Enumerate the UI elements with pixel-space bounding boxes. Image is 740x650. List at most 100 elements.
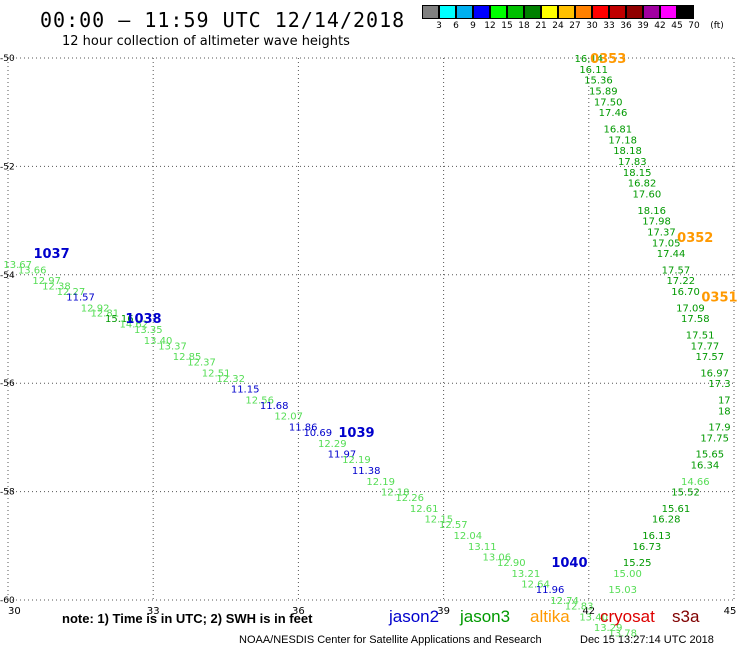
data-point-label: 17.18 (608, 135, 637, 146)
data-point-label: 17 (718, 395, 731, 406)
chart-subtitle: 12 hour collection of altimeter wave hei… (62, 34, 350, 49)
legend-swatch (541, 5, 558, 19)
data-point-label: 12.19 (366, 477, 395, 488)
data-point-label: 13.35 (134, 325, 163, 336)
footer-note: note: 1) Time is in UTC; 2) SWH is in fe… (62, 611, 313, 626)
data-point-label: 16.14 (574, 54, 603, 65)
legend-swatch (677, 5, 694, 19)
data-point-label: 13.66 (18, 265, 47, 276)
y-tick-label: -60 (0, 596, 15, 606)
legend-label: 30 (586, 21, 598, 31)
x-tick-label: 39 (437, 606, 450, 617)
data-point-label: 13.29 (594, 623, 623, 634)
data-point-label: 16.70 (671, 287, 700, 298)
legend-swatch (422, 5, 439, 19)
satellite-label-s3a: s3a (672, 607, 700, 626)
data-point-label: 18.15 (623, 168, 652, 179)
legend-label: 27 (569, 21, 581, 31)
pass-time-label: 0353 (590, 52, 626, 67)
data-point-label: 13.11 (468, 542, 497, 553)
data-point-label: 12.97 (32, 276, 61, 287)
x-tick-label: 36 (292, 606, 305, 617)
y-tick-label: -58 (0, 488, 15, 498)
legend-label: 21 (535, 21, 547, 31)
pass-time-label: 1037 (33, 247, 69, 262)
data-point-label: 15.89 (589, 87, 618, 98)
legend-label: 15 (501, 21, 513, 31)
data-point-label: 13.21 (512, 569, 541, 580)
data-point-label: 16.28 (652, 515, 681, 526)
pass-time-label: 1040 (551, 556, 587, 571)
y-tick-label: -52 (0, 162, 15, 172)
data-point-label: 12.27 (57, 287, 86, 298)
legend-swatch (524, 5, 541, 19)
data-point-label: 12.19 (342, 455, 371, 466)
data-point-label: 10.69 (303, 428, 332, 439)
data-point-label: 15.16 (105, 314, 134, 325)
footer-timestamp: Dec 15 13:27:14 UTC 2018 (580, 634, 714, 646)
data-point-label: 15.65 (695, 450, 724, 461)
legend-label: 12 (484, 21, 496, 31)
satellite-label-cryosat: cryosat (600, 607, 655, 626)
color-legend: 3 6 9 12 15 18 21 24 27 30 33 36 39 42 45 70 (ft) (422, 5, 740, 31)
data-point-label: 12.57 (439, 520, 468, 531)
legend-swatches (422, 5, 740, 19)
data-point-label: 12.29 (318, 439, 347, 450)
data-point-label: 11.86 (289, 423, 318, 434)
x-tick-label: 33 (147, 606, 160, 617)
legend-labels: 3 6 9 12 15 18 21 24 27 30 33 36 39 42 45 70 (ft) (422, 19, 740, 31)
data-point-label: 17.37 (647, 227, 676, 238)
data-point-label: 11.15 (231, 385, 260, 396)
data-point-label: 12.90 (497, 558, 526, 569)
legend-label: 36 (620, 21, 632, 31)
data-point-label: 17.51 (686, 330, 715, 341)
data-point-label: 15.61 (662, 504, 691, 515)
data-point-label: 12.32 (216, 374, 245, 385)
data-point-label: 16.13 (642, 531, 671, 542)
data-point-label: 17.60 (633, 190, 662, 201)
data-point-label: 12.61 (410, 504, 439, 515)
data-point-label: 17.75 (700, 433, 729, 444)
legend-label: 45 (671, 21, 683, 31)
data-point-label: 12.51 (202, 368, 231, 379)
data-point-label: 16.97 (700, 368, 729, 379)
data-point-label: 12.85 (173, 352, 202, 363)
data-point-label: 17.46 (599, 108, 628, 119)
legend-swatch (456, 5, 473, 19)
data-point-label: 16.81 (604, 124, 633, 135)
data-point-label: 12.07 (274, 412, 303, 423)
legend-label: 33 (603, 21, 615, 31)
pass-time-label: 1039 (338, 426, 374, 441)
x-tick-label: 30 (8, 606, 21, 617)
data-point-label: 13.37 (158, 341, 187, 352)
data-point-label: 17.44 (657, 249, 686, 260)
data-point-label: 17.98 (642, 217, 671, 228)
data-point-label: 12.92 (81, 303, 110, 314)
legend-swatch (592, 5, 609, 19)
data-point-label: 12.37 (187, 358, 216, 369)
satellite-label-altika: altika (530, 607, 570, 626)
pass-time-label: 1038 (125, 312, 161, 327)
data-point-label: 13.06 (483, 553, 512, 564)
data-point-label: 15.03 (608, 585, 637, 596)
data-point-label: 11.97 (328, 450, 357, 461)
data-point-label: 11.57 (66, 292, 95, 303)
data-point-label: 13.78 (608, 629, 637, 640)
legend-swatch (507, 5, 524, 19)
data-point-label: 13.40 (579, 612, 608, 623)
data-point-label: 15.00 (613, 569, 642, 580)
data-point-label: 11.38 (352, 466, 381, 477)
legend-swatch (575, 5, 592, 19)
data-point-label: 14.66 (681, 477, 710, 488)
data-point-label: 17.3 (708, 379, 730, 390)
data-points: 13.6713.6612.9712.3812.2711.5712.9212.81… (3, 54, 730, 640)
data-point-label: 16.73 (633, 542, 662, 553)
legend-swatch (490, 5, 507, 19)
x-tick-label: 45 (724, 606, 737, 617)
data-point-label: 17.50 (594, 97, 623, 108)
data-point-label: 15.36 (584, 76, 613, 87)
legend-swatch (643, 5, 660, 19)
legend-swatch (609, 5, 626, 19)
data-point-label: 17.58 (681, 314, 710, 325)
legend-swatch (558, 5, 575, 19)
